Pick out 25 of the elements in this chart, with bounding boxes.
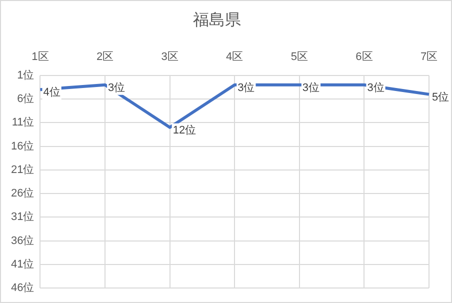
- y-tick-label: 16位: [10, 140, 34, 152]
- y-tick-label: 31位: [10, 211, 34, 224]
- data-label: 3位: [302, 82, 320, 94]
- data-label: 3位: [238, 82, 255, 94]
- y-tick-label: 26位: [10, 188, 34, 200]
- data-label: 12位: [172, 124, 196, 136]
- x-tick-label: 4区: [226, 50, 244, 63]
- y-tick-label: 36位: [10, 234, 34, 247]
- y-tick-label: 11位: [12, 116, 34, 129]
- x-tick-label: 3区: [161, 50, 178, 63]
- y-tick-label: 41位: [10, 258, 34, 270]
- x-tick-label: 6区: [356, 50, 373, 63]
- x-tick-label: 7区: [420, 50, 438, 63]
- y-tick-label: 21位: [10, 164, 34, 176]
- x-tick-label: 1区: [32, 50, 49, 63]
- data-label: 4位: [43, 86, 60, 99]
- chart-title: 福島県: [193, 11, 241, 30]
- x-tick-label: 5区: [290, 50, 308, 63]
- data-label: 3位: [367, 82, 384, 94]
- y-tick-label: 1位: [17, 69, 34, 82]
- data-label: 5位: [432, 91, 450, 104]
- y-tick-label: 6位: [17, 93, 34, 106]
- y-tick-label: 46位: [10, 282, 34, 294]
- x-tick-label: 2区: [96, 50, 114, 63]
- data-label: 3位: [108, 82, 126, 94]
